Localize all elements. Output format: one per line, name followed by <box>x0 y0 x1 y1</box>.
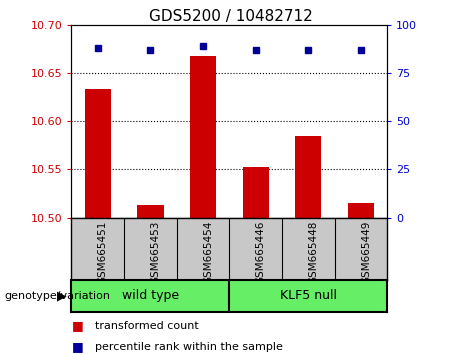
Text: GSM665446: GSM665446 <box>256 221 266 284</box>
Bar <box>137 205 164 218</box>
Bar <box>295 136 321 218</box>
Bar <box>190 56 216 218</box>
Text: KLF5 null: KLF5 null <box>280 289 337 302</box>
Text: GSM665453: GSM665453 <box>150 221 160 284</box>
Bar <box>85 90 111 218</box>
Text: genotype/variation: genotype/variation <box>5 291 111 301</box>
Text: transformed count: transformed count <box>95 321 198 331</box>
Text: GDS5200 / 10482712: GDS5200 / 10482712 <box>148 9 313 24</box>
Text: percentile rank within the sample: percentile rank within the sample <box>95 342 283 352</box>
Text: GSM665451: GSM665451 <box>98 221 108 284</box>
Bar <box>242 167 269 218</box>
Bar <box>348 203 374 218</box>
Text: GSM665449: GSM665449 <box>361 221 371 284</box>
Text: ■: ■ <box>71 341 83 353</box>
Text: wild type: wild type <box>122 289 179 302</box>
Text: GSM665448: GSM665448 <box>308 221 318 284</box>
Text: ■: ■ <box>71 319 83 332</box>
Text: ▶: ▶ <box>58 289 67 302</box>
Text: GSM665454: GSM665454 <box>203 221 213 284</box>
